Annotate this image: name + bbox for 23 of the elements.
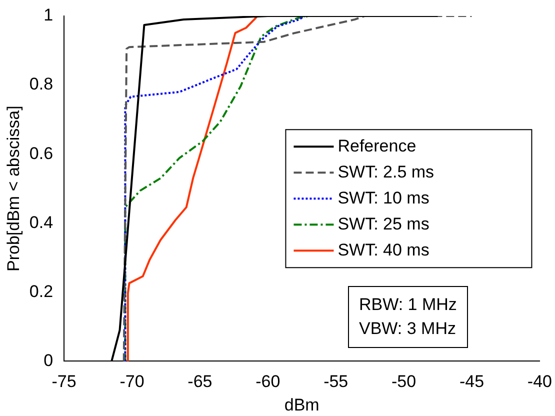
y-tick-label: 1: [44, 6, 54, 25]
y-tick-label: 0.6: [29, 144, 54, 163]
y-tick-label: 0: [44, 350, 54, 370]
legend-label: Reference: [338, 136, 416, 156]
y-tick-label: 0.8: [29, 74, 54, 94]
x-tick-label: -60: [256, 372, 280, 392]
legend-label: SWT: 10 ms: [338, 188, 430, 208]
y-tick-label: 0.4: [29, 212, 54, 232]
x-tick-label: -40: [527, 372, 552, 392]
legend-label: SWT: 2.5 ms: [338, 162, 434, 182]
x-tick-label: -50: [392, 372, 416, 392]
x-tick-label: -55: [324, 372, 348, 392]
y-axis-title: Prob[dBm < abscissa]: [4, 106, 23, 272]
x-tick-label: -45: [459, 372, 484, 392]
legend-label: SWT: 40 ms: [338, 240, 430, 260]
x-tick-label: -75: [52, 372, 76, 392]
annotation: RBW: 1 MHz: [359, 294, 457, 316]
x-tick-label: -65: [188, 372, 212, 392]
annotation: VBW: 3 MHz: [359, 318, 457, 340]
x-tick-label: -70: [120, 372, 144, 392]
x-axis-title: dBm: [284, 395, 320, 414]
legend-label: SWT: 25 ms: [338, 214, 430, 234]
y-tick-label: 0.2: [29, 282, 54, 301]
